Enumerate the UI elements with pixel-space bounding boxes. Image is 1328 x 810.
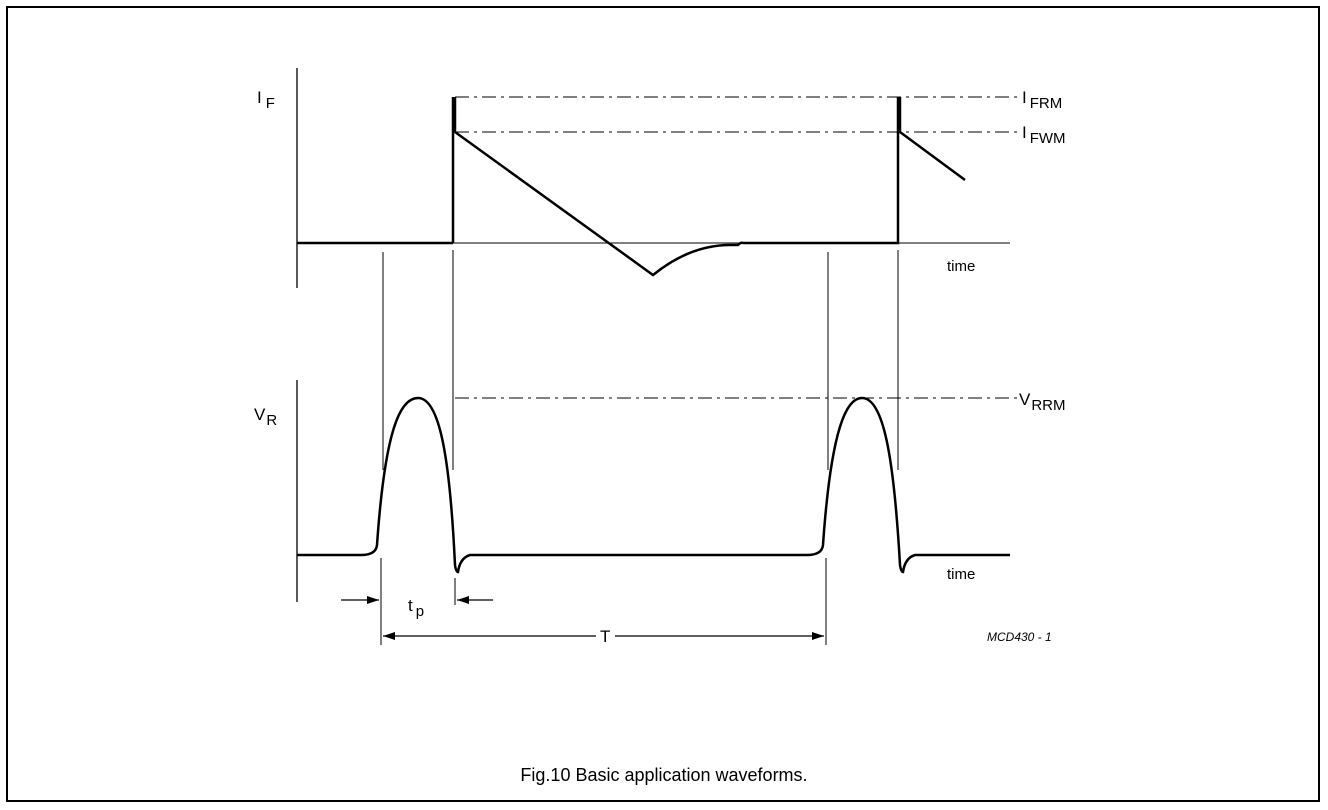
- period-label: T: [600, 627, 610, 646]
- ifrm-label: I FRM: [1022, 88, 1062, 112]
- figure-code: MCD430 - 1: [987, 630, 1052, 644]
- vr-label: VR: [254, 405, 277, 429]
- time-label-bottom: time: [947, 566, 975, 583]
- time-label-top: time: [947, 258, 975, 275]
- figure-caption: Fig.10 Basic application waveforms.: [520, 765, 808, 785]
- vrrm-label: VRRM: [1019, 390, 1066, 414]
- vr-waveform: [297, 396, 1010, 574]
- figure-frame: [6, 6, 1320, 802]
- if-waveform: [451, 97, 966, 277]
- ifwm-label: I FWM: [1022, 123, 1066, 147]
